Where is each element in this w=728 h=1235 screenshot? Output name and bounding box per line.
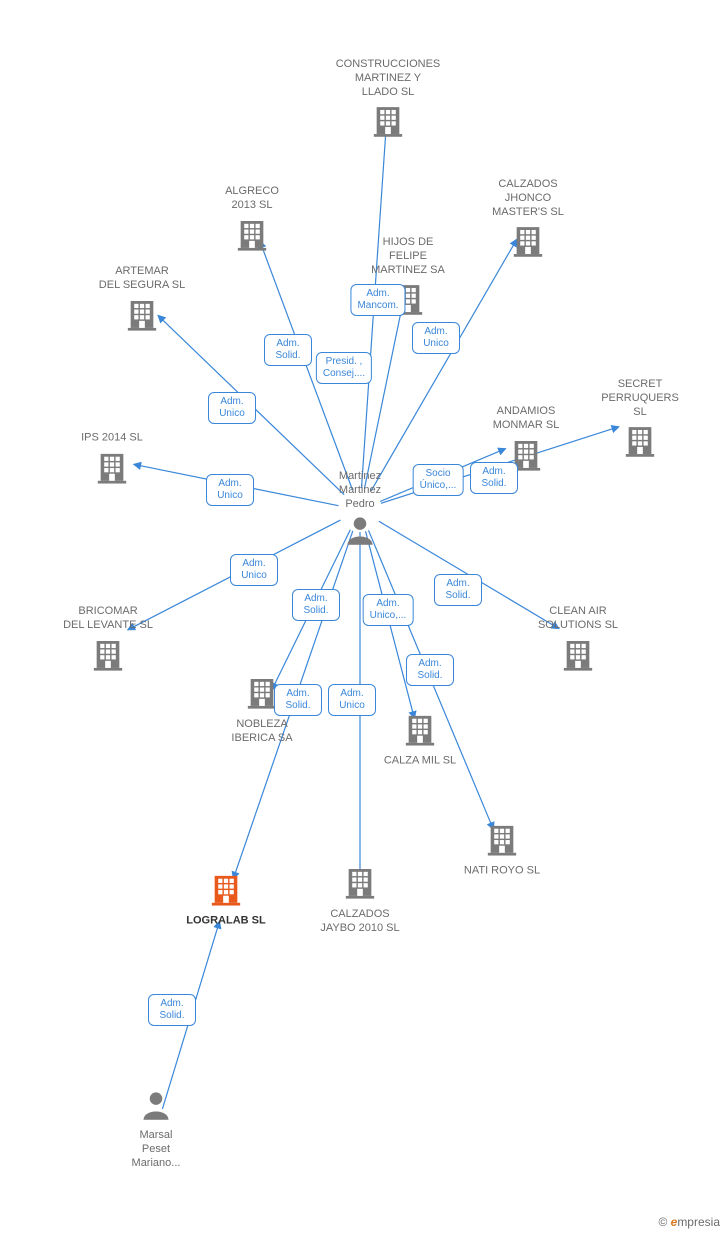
building-icon <box>511 223 545 257</box>
building-icon <box>623 423 657 457</box>
building-icon <box>235 216 269 250</box>
building-icon-wrap <box>95 449 129 488</box>
node-label: SECRET PERRUQUERS SL <box>580 378 700 419</box>
building-icon-wrap <box>235 216 269 255</box>
node-bricomar[interactable]: BRICOMAR DEL LEVANTE SL <box>48 605 168 676</box>
node-natiroyo[interactable]: NATI ROYO SL <box>442 822 562 879</box>
edge-label[interactable]: Adm. Unico,... <box>363 594 414 626</box>
node-label: CALZA MIL SL <box>360 755 480 769</box>
building-icon-wrap <box>623 423 657 462</box>
node-label: ARTEMAR DEL SEGURA SL <box>82 265 202 293</box>
edge-label[interactable]: Adm. Unico <box>328 684 376 716</box>
building-icon <box>209 872 243 906</box>
person-icon <box>345 515 375 545</box>
node-label: IPS 2014 SL <box>52 432 172 446</box>
building-icon-wrap <box>91 636 125 675</box>
edge-label[interactable]: Adm. Solid. <box>148 994 196 1026</box>
edge-label[interactable]: Socio Único,... <box>413 464 464 496</box>
node-label: CLEAN AIR SOLUTIONS SL <box>518 605 638 633</box>
node-artemar[interactable]: ARTEMAR DEL SEGURA SL <box>82 265 202 336</box>
building-icon <box>485 822 519 856</box>
edge-label[interactable]: Adm. Solid. <box>292 589 340 621</box>
node-label: NATI ROYO SL <box>442 865 562 879</box>
node-marsal[interactable]: Marsal Peset Mariano... <box>96 1090 216 1170</box>
building-icon-wrap <box>125 296 159 335</box>
building-icon-wrap <box>485 822 519 861</box>
building-icon <box>91 636 125 670</box>
building-icon-wrap <box>343 865 377 904</box>
node-logralab[interactable]: LOGRALAB SL <box>166 872 286 929</box>
building-icon <box>95 449 129 483</box>
node-label: LOGRALAB SL <box>166 915 286 929</box>
edge-label[interactable]: Presid. , Consej.... <box>316 352 372 384</box>
node-label: Marsal Peset Mariano... <box>96 1129 216 1170</box>
edge-center-hijos <box>364 300 403 489</box>
building-icon <box>371 103 405 137</box>
node-calzados_jaybo[interactable]: CALZADOS JAYBO 2010 SL <box>300 865 420 936</box>
edge-label[interactable]: Adm. Unico <box>206 474 254 506</box>
person-icon <box>141 1090 171 1120</box>
building-icon-wrap <box>511 223 545 262</box>
node-label: CALZADOS JAYBO 2010 SL <box>300 908 420 936</box>
edge-label[interactable]: Adm. Solid. <box>470 462 518 494</box>
node-ips[interactable]: IPS 2014 SL <box>52 432 172 489</box>
node-label: Martinez Martinez Pedro <box>300 470 420 511</box>
building-icon-wrap <box>371 103 405 142</box>
node-label: CALZADOS JHONCO MASTER'S SL <box>468 178 588 219</box>
node-calzamil[interactable]: CALZA MIL SL <box>360 712 480 769</box>
node-label: ANDAMIOS MONMAR SL <box>466 405 586 433</box>
node-center[interactable]: Martinez Martinez Pedro <box>300 470 420 550</box>
edge-label[interactable]: Adm. Solid. <box>434 574 482 606</box>
edge-label[interactable]: Adm. Unico <box>208 392 256 424</box>
building-icon-wrap <box>561 636 595 675</box>
brand-rest: mpresia <box>677 1215 720 1229</box>
edge-label[interactable]: Adm. Solid. <box>264 334 312 366</box>
diagram-canvas: Martinez Martinez Pedro CONSTRUCCIONES M… <box>0 0 728 1235</box>
footer-copyright: © empresia <box>658 1215 720 1229</box>
node-label: BRICOMAR DEL LEVANTE SL <box>48 605 168 633</box>
node-calzados_jhonco[interactable]: CALZADOS JHONCO MASTER'S SL <box>468 178 588 262</box>
person-icon-wrap <box>345 515 375 550</box>
building-icon-wrap <box>403 712 437 751</box>
building-icon <box>125 296 159 330</box>
edge-label[interactable]: Adm. Unico <box>230 554 278 586</box>
node-label: CONSTRUCCIONES MARTINEZ Y LLADO SL <box>328 58 448 99</box>
node-label: ALGRECO 2013 SL <box>192 185 312 213</box>
node-label: NOBLEZA IBERICA SA <box>202 718 322 746</box>
copyright-symbol: © <box>658 1215 667 1229</box>
node-cleanair[interactable]: CLEAN AIR SOLUTIONS SL <box>518 605 638 676</box>
node-algreco[interactable]: ALGRECO 2013 SL <box>192 185 312 256</box>
node-secret[interactable]: SECRET PERRUQUERS SL <box>580 378 700 462</box>
edge-label[interactable]: Adm. Unico <box>412 322 460 354</box>
edge-label[interactable]: Adm. Solid. <box>406 654 454 686</box>
edge-label[interactable]: Adm. Mancom. <box>350 284 405 316</box>
node-construcciones[interactable]: CONSTRUCCIONES MARTINEZ Y LLADO SL <box>328 58 448 142</box>
building-icon <box>343 865 377 899</box>
edge-label[interactable]: Adm. Solid. <box>274 684 322 716</box>
building-icon <box>561 636 595 670</box>
person-icon-wrap <box>141 1090 171 1125</box>
building-icon-wrap <box>209 872 243 911</box>
node-label: HIJOS DE FELIPE MARTINEZ SA <box>348 236 468 277</box>
building-icon <box>403 712 437 746</box>
